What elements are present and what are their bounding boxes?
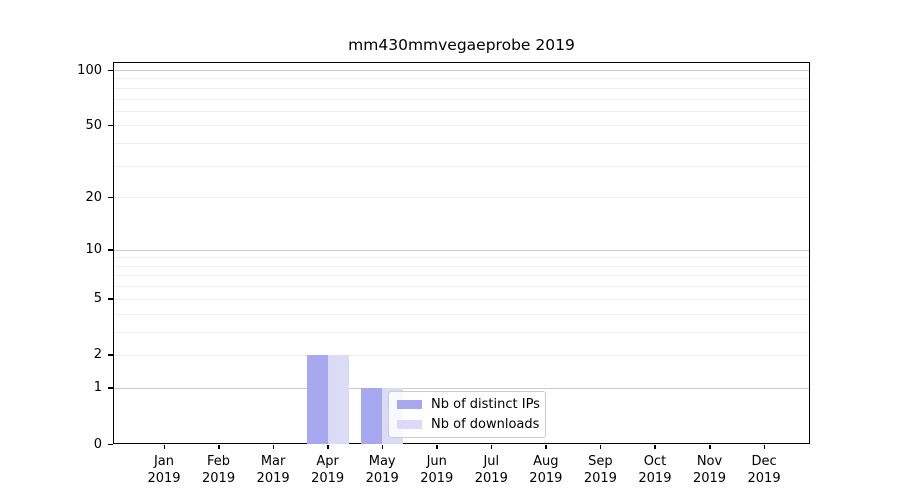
x-axis-tick-label: Mar 2019 [257,453,290,487]
minor-gridline [114,143,809,145]
minor-gridline [114,110,809,112]
x-tick-mark [163,444,165,449]
x-tick-mark [654,444,656,449]
x-tick-mark [381,444,384,449]
year-label: 2019 [583,471,617,486]
month-label: Sep [588,454,613,469]
minor-gridline [114,87,809,89]
year-label: 2019 [420,471,454,486]
month-label: Nov [696,454,723,469]
legend-swatch [397,400,422,409]
plot-area [113,62,810,444]
y-tick-mark [108,443,113,445]
month-label: Jan [153,454,175,469]
year-label: 2019 [638,471,672,486]
year-label: 2019 [311,471,345,486]
minor-gridline [114,275,809,277]
y-tick-mark [108,124,113,127]
y-axis-tick-label: 5 [93,291,102,307]
bar-distinct-ips [361,387,383,444]
year-label: 2019 [147,471,181,486]
legend-item: Nb of downloads [397,417,540,432]
x-axis-tick-label: Apr 2019 [311,453,344,487]
year-label: 2019 [365,471,399,486]
year-label: 2019 [529,471,563,486]
x-axis-tick-label: Dec 2019 [748,453,781,487]
legend: Nb of distinct IPs Nb of downloads [388,391,546,438]
minor-gridline [114,125,809,127]
major-gridline [114,70,809,71]
year-label: 2019 [256,471,290,486]
minor-gridline [114,331,809,333]
month-label: Jul [483,454,500,469]
y-axis-tick-label: 50 [85,117,102,133]
x-tick-mark [272,444,275,449]
month-label: Jun [426,454,447,469]
x-tick-mark [436,444,438,449]
y-axis-tick-label: 1 [93,380,102,396]
minor-gridline [114,165,809,167]
year-label: 2019 [692,471,727,486]
month-label: May [368,454,396,469]
y-axis-tick-label: 100 [77,62,102,78]
minor-gridline [114,257,809,259]
year-label: 2019 [747,471,781,486]
chart-title: mm430mmvegaeprobe 2019 [348,36,575,54]
minor-gridline [114,286,809,288]
minor-gridline [114,354,809,356]
legend-label: Nb of distinct IPs [431,397,540,412]
y-tick-mark [108,249,113,251]
x-axis-tick-label: Sep 2019 [584,453,617,487]
y-tick-mark [108,69,113,71]
bar-downloads [327,354,349,444]
x-tick-mark [545,444,547,449]
y-tick-mark [108,387,113,389]
year-label: 2019 [202,471,236,486]
x-axis-tick-label: Feb 2019 [202,453,235,487]
x-tick-mark [218,444,220,449]
x-tick-mark [327,444,329,449]
month-label: Apr [316,454,339,469]
month-label: Oct [643,454,667,469]
x-axis-tick-label: Oct 2019 [638,453,671,487]
y-tick-mark [108,196,113,199]
y-axis-tick-label: 0 [93,436,102,452]
month-label: Mar [260,454,286,469]
minor-gridline [114,78,809,80]
y-axis-tick-label: 2 [93,347,102,363]
legend-swatch [397,420,422,429]
y-tick-mark [108,298,113,300]
minor-gridline [114,98,809,100]
y-axis-tick-label: 10 [85,242,102,258]
x-axis-tick-label: Aug 2019 [529,453,562,487]
x-axis-tick-label: Jan 2019 [147,453,180,487]
bar-distinct-ips [306,354,328,444]
y-axis-tick-label: 20 [85,189,102,205]
month-label: Dec [751,454,777,469]
minor-gridline [114,298,809,300]
x-tick-mark [599,444,602,449]
minor-gridline [114,313,809,315]
x-tick-mark [490,444,493,449]
major-gridline [114,249,809,251]
minor-gridline [114,197,809,199]
x-axis-tick-label: May 2019 [366,453,399,487]
legend-label: Nb of downloads [431,417,540,432]
x-axis-tick-label: Jul 2019 [475,453,508,487]
x-axis-tick-label: Nov 2019 [693,453,726,487]
legend-item: Nb of distinct IPs [397,397,540,412]
major-gridline [114,387,809,389]
year-label: 2019 [474,471,508,486]
x-tick-mark [709,444,711,449]
x-tick-mark [763,444,766,449]
minor-gridline [114,265,809,267]
month-label: Feb [207,454,231,469]
y-tick-mark [108,354,113,356]
month-label: Aug [533,454,559,469]
x-axis-tick-label: Jun 2019 [420,453,453,487]
